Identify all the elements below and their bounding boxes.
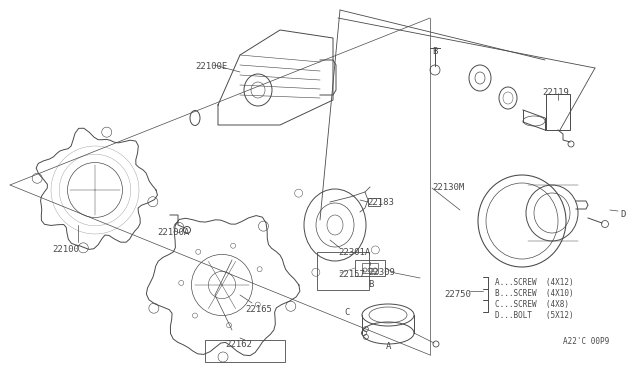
Text: 22165: 22165 <box>245 305 272 314</box>
Text: B: B <box>432 47 437 56</box>
Bar <box>355 260 385 276</box>
Text: C: C <box>344 308 349 317</box>
Text: 22100: 22100 <box>52 245 79 254</box>
Text: D: D <box>620 210 625 219</box>
Text: 22157: 22157 <box>338 270 365 279</box>
Text: 22750: 22750 <box>444 290 471 299</box>
Text: 22130M: 22130M <box>432 183 464 192</box>
Bar <box>205 340 285 362</box>
Text: A: A <box>386 342 392 351</box>
Text: D...BOLT   (5X12): D...BOLT (5X12) <box>495 311 573 320</box>
Bar <box>362 263 378 273</box>
Text: 22119: 22119 <box>542 88 569 97</box>
Text: 22100A: 22100A <box>157 228 189 237</box>
Text: A...SCREW  (4X12): A...SCREW (4X12) <box>495 278 573 287</box>
Bar <box>368 198 380 206</box>
Bar <box>317 252 369 290</box>
Text: C...SCREW  (4X8): C...SCREW (4X8) <box>495 300 569 309</box>
Text: 22309: 22309 <box>368 268 395 277</box>
Text: B: B <box>368 280 373 289</box>
Text: 22301A: 22301A <box>338 248 371 257</box>
Text: B...SCREW  (4X10): B...SCREW (4X10) <box>495 289 573 298</box>
Text: 22100E: 22100E <box>195 62 227 71</box>
Bar <box>546 94 570 130</box>
Text: A22'C 00P9: A22'C 00P9 <box>563 337 609 346</box>
Text: 22183: 22183 <box>367 198 394 207</box>
Text: 22162: 22162 <box>225 340 252 349</box>
